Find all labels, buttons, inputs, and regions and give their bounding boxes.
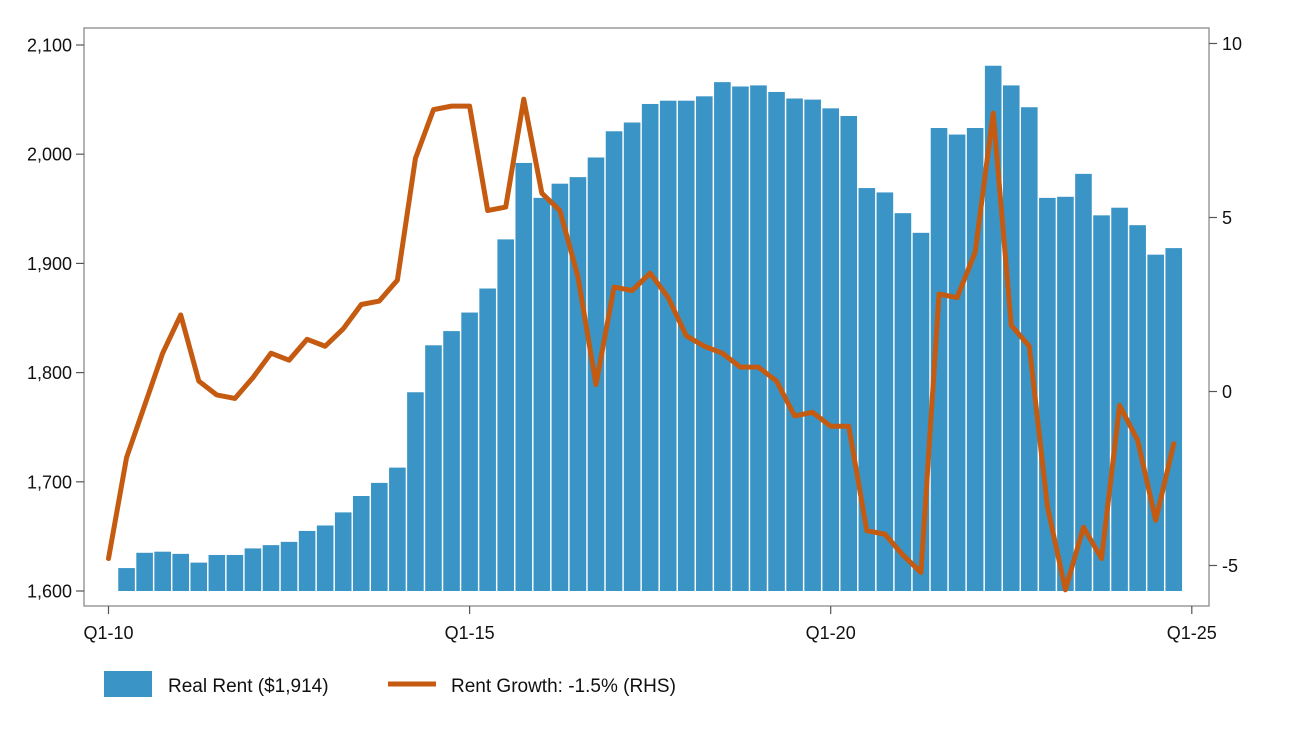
real-rent-bar (298, 530, 316, 591)
right-axis-tick-label: 5 (1222, 208, 1232, 228)
real-rent-bar (1075, 173, 1092, 592)
real-rent-bar (930, 127, 948, 592)
real-rent-bar (732, 86, 749, 591)
left-axis-tick-label: 1,800 (27, 363, 72, 383)
real-rent-bar (172, 553, 190, 591)
real-rent-bar (948, 134, 966, 592)
legend-swatch-real-rent (104, 671, 152, 697)
real-rent-bar (858, 188, 876, 592)
x-axis: Q1-10 Q1-15 Q1-20 Q1-25 (83, 606, 1217, 643)
real-rent-bar (244, 548, 262, 591)
real-rent-bar (1165, 248, 1183, 592)
real-rent-bar (1002, 85, 1020, 592)
real-rent-bar (840, 115, 858, 591)
left-axis-tick-label: 1,700 (27, 472, 72, 492)
legend: Real Rent ($1,914) Rent Growth: -1.5% (R… (104, 671, 676, 697)
real-rent-bar (352, 496, 370, 591)
real-rent-bar (984, 65, 1002, 591)
real-rent-bar (497, 239, 515, 591)
real-rent-bar (1039, 197, 1056, 591)
real-rent-bar (208, 554, 226, 591)
left-axis-tick-label: 1,900 (27, 254, 72, 274)
real-rent-bar (1111, 207, 1128, 591)
legend-label-real-rent: Real Rent ($1,914) (168, 676, 329, 697)
right-axis: -5 0 5 10 (1209, 34, 1242, 576)
real-rent-bar (804, 99, 821, 591)
real-rent-bar (1129, 225, 1146, 591)
left-axis-tick-label: 2,000 (27, 145, 72, 165)
real-rent-bar (894, 213, 912, 592)
right-axis-tick-label: 10 (1222, 34, 1242, 54)
real-rent-bar (316, 525, 334, 591)
x-axis-tick-label: Q1-25 (1167, 623, 1217, 643)
real-rent-bar (1147, 254, 1164, 591)
line-layer (106, 96, 1177, 593)
x-axis-tick-label: Q1-20 (806, 623, 856, 643)
legend-label-rent-growth: Rent Growth: -1.5% (RHS) (451, 676, 676, 697)
x-axis-tick-label: Q1-15 (445, 623, 495, 643)
right-axis-tick-label: -5 (1222, 556, 1238, 576)
real-rent-bar (461, 312, 478, 591)
real-rent-bar (623, 122, 641, 591)
bars-layer (118, 65, 1183, 592)
right-axis-tick-label: 0 (1222, 382, 1232, 402)
real-rent-bar (768, 91, 785, 592)
real-rent-bar (154, 551, 171, 591)
real-rent-bar (876, 192, 894, 592)
real-rent-bar (1093, 215, 1110, 591)
left-axis: 1,600 1,700 1,800 1,900 2,000 2,100 (27, 36, 84, 602)
real-rent-bar (371, 482, 388, 591)
real-rent-bar (479, 288, 496, 591)
real-rent-bar (605, 131, 623, 591)
real-rent-bar (786, 98, 803, 591)
real-rent-bar (425, 345, 442, 591)
real-rent-bar (226, 554, 244, 591)
real-rent-bar (822, 108, 839, 591)
real-rent-bar (1057, 196, 1074, 592)
real-rent-bar (407, 392, 424, 591)
real-rent-bar (443, 331, 460, 591)
real-rent-bar (533, 197, 551, 591)
real-rent-bar (569, 177, 587, 591)
real-rent-bar (551, 183, 569, 591)
real-rent-bar (280, 541, 298, 591)
left-axis-tick-label: 1,600 (27, 582, 72, 602)
x-axis-tick-label: Q1-10 (83, 623, 133, 643)
real-rent-bar (641, 103, 659, 591)
real-rent-bar (190, 562, 208, 591)
left-axis-tick-label: 2,100 (27, 36, 72, 56)
real-rent-bar (334, 512, 352, 591)
plot-frame (83, 27, 1210, 607)
real-rent-bar (966, 127, 984, 592)
real-rent-bar (389, 467, 406, 591)
real-rent-bar (515, 162, 533, 591)
real-rent-bar (677, 100, 695, 591)
real-rent-bar (659, 100, 677, 591)
real-rent-bar (118, 568, 135, 591)
real-rent-bar (714, 82, 731, 591)
real-rent-bar (262, 545, 280, 591)
real-rent-bar (136, 552, 153, 591)
rent-growth-line (106, 96, 1177, 593)
real-rent-bar (750, 85, 767, 592)
